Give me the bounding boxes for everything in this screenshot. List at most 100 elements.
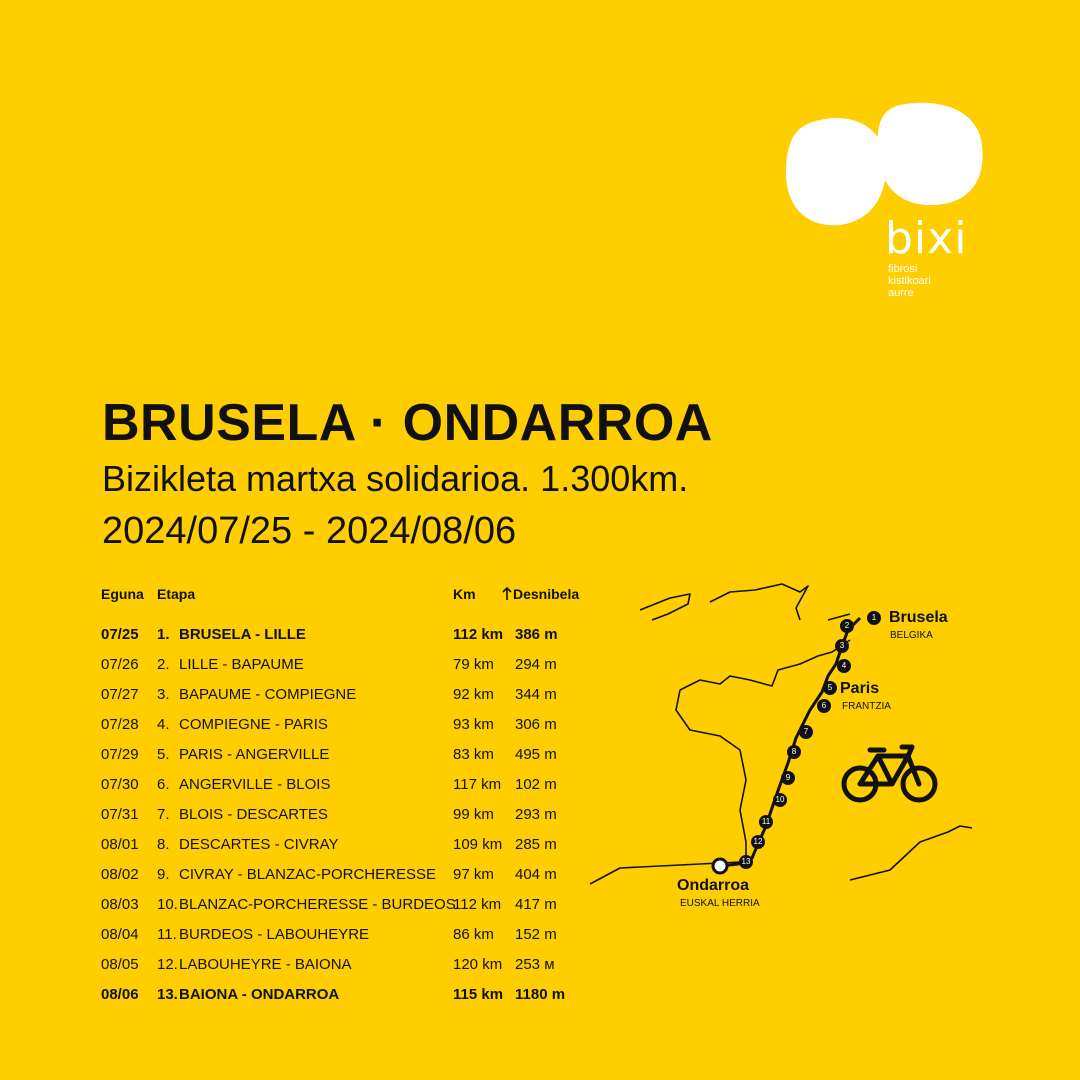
row-date: 08/06 bbox=[101, 986, 139, 1003]
row-km: 93 km bbox=[453, 716, 494, 733]
row-date: 08/02 bbox=[101, 866, 139, 883]
row-elevation: 404 m bbox=[515, 866, 557, 883]
row-elevation: 344 m bbox=[515, 686, 557, 703]
row-date: 08/03 bbox=[101, 896, 139, 913]
row-number: 6. bbox=[157, 776, 170, 793]
table-row: 08/02 9. CIVRAY - BLANZAC-PORCHERESSE 97 km… bbox=[101, 860, 601, 890]
header-day: Eguna bbox=[101, 586, 144, 602]
row-number: 10. bbox=[157, 896, 178, 913]
route-stop-marker: 12 bbox=[751, 835, 765, 849]
row-elevation: 102 m bbox=[515, 776, 557, 793]
route-map: 1 2 3 4 5 6 7 8 9 10 11 12 13 Brusela BELGIKA Paris … bbox=[560, 580, 980, 940]
row-date: 07/25 bbox=[101, 626, 139, 643]
row-number: 2. bbox=[157, 656, 170, 673]
logo-tagline-line: fibrosi bbox=[888, 263, 918, 275]
place-brusela: Brusela bbox=[889, 609, 948, 626]
row-km: 99 km bbox=[453, 806, 494, 823]
row-date: 07/27 bbox=[101, 686, 139, 703]
row-km: 97 km bbox=[453, 866, 494, 883]
row-km: 117 km bbox=[453, 776, 502, 793]
row-date: 08/01 bbox=[101, 836, 139, 853]
row-date: 07/28 bbox=[101, 716, 139, 733]
row-elevation: 293 m bbox=[515, 806, 557, 823]
row-date: 08/05 bbox=[101, 956, 139, 973]
row-date: 07/29 bbox=[101, 746, 139, 763]
row-date: 07/31 bbox=[101, 806, 139, 823]
row-stage: BAIONA - ONDARROA bbox=[179, 986, 340, 1003]
place-belgika: BELGIKA bbox=[890, 630, 933, 641]
row-km: 112 km bbox=[453, 896, 502, 913]
row-elevation: 495 m bbox=[515, 746, 557, 763]
route-stop-marker: 1 bbox=[867, 611, 881, 625]
row-elevation: 417 m bbox=[515, 896, 557, 913]
row-number: 9. bbox=[157, 866, 170, 883]
row-stage: COMPIEGNE - PARIS bbox=[179, 716, 328, 733]
table-row: 08/05 12. LABOUHEYRE - BAIONA 120 km 253 м bbox=[101, 950, 601, 980]
row-date: 07/30 bbox=[101, 776, 139, 793]
row-number: 11. bbox=[157, 926, 177, 943]
table-row: 07/25 1. BRUSELA - LILLE 112 km 386 m bbox=[101, 620, 601, 650]
route-stop-marker: 10 bbox=[773, 793, 787, 807]
row-elevation: 386 m bbox=[515, 626, 558, 643]
logo-wordmark: bixi bbox=[885, 213, 968, 264]
row-number: 12. bbox=[157, 956, 178, 973]
route-stop-marker: 3 bbox=[835, 639, 849, 653]
table-row: 07/30 6. ANGERVILLE - BLOIS 117 km 102 m bbox=[101, 770, 601, 800]
row-km: 120 km bbox=[453, 956, 503, 973]
table-row: 08/01 8. DESCARTES - CIVRAY 109 km 285 m bbox=[101, 830, 601, 860]
table-row: 07/26 2. LILLE - BAPAUME 79 km 294 m bbox=[101, 650, 601, 680]
row-stage: BLOIS - DESCARTES bbox=[179, 806, 328, 823]
table-header: Eguna Etapa Km Desnibela bbox=[101, 586, 601, 608]
row-km: 115 km bbox=[453, 986, 504, 1003]
logo-blobs-icon bbox=[785, 102, 983, 226]
row-km: 92 km bbox=[453, 686, 494, 703]
row-km: 86 km bbox=[453, 926, 494, 943]
place-paris: Paris bbox=[840, 680, 880, 697]
row-stage: BLANZAC-PORCHERESSE - BURDEOS bbox=[179, 896, 456, 913]
row-km: 79 km bbox=[453, 656, 494, 673]
row-stage: LILLE - BAPAUME bbox=[179, 656, 304, 673]
route-stop-marker: 5 bbox=[823, 681, 837, 695]
place-euskal-herria: EUSKAL HERRIA bbox=[680, 898, 760, 909]
table-body: 07/25 1. BRUSELA - LILLE 112 km 386 m 07/26 2.… bbox=[101, 620, 601, 1010]
row-km: 109 km bbox=[453, 836, 503, 853]
row-number: 1. bbox=[157, 626, 170, 643]
row-date: 07/26 bbox=[101, 656, 139, 673]
row-stage: BAPAUME - COMPIEGNE bbox=[179, 686, 357, 703]
table-row: 08/06 13. BAIONA - ONDARROA 115 km 1180 m bbox=[101, 980, 601, 1010]
row-stage: BRUSELA - LILLE bbox=[179, 626, 306, 643]
route-stop-marker: 9 bbox=[781, 771, 795, 785]
row-stage: LABOUHEYRE - BAIONA bbox=[179, 956, 352, 973]
place-frantzia: FRANTZIA bbox=[842, 701, 891, 712]
logo-tagline: fibrosi kistikoari aurre bbox=[888, 263, 931, 299]
route-stop-marker: 6 bbox=[817, 699, 831, 713]
row-km: 83 km bbox=[453, 746, 494, 763]
row-elevation: 253 м bbox=[515, 956, 555, 973]
route-stop-marker: 8 bbox=[787, 745, 801, 759]
table-row: 08/03 10. BLANZAC-PORCHERESSE - BURDEOS 112… bbox=[101, 890, 601, 920]
page-title: BRUSELA · ONDARROA bbox=[102, 394, 713, 452]
row-elevation: 1180 m bbox=[515, 986, 566, 1003]
logo-tagline-line: aurre bbox=[888, 287, 914, 299]
row-number: 4. bbox=[157, 716, 170, 733]
row-stage: PARIS - ANGERVILLE bbox=[179, 746, 330, 763]
row-elevation: 152 m bbox=[515, 926, 557, 943]
row-number: 8. bbox=[157, 836, 170, 853]
page-subtitle: Bizikleta martxa solidarioa. 1.300km. bbox=[102, 458, 689, 499]
route-stop-marker: 2 bbox=[840, 619, 854, 633]
row-elevation: 285 m bbox=[515, 836, 557, 853]
bicycle-icon bbox=[841, 744, 938, 803]
row-stage: CIVRAY - BLANZAC-PORCHERESSE bbox=[179, 866, 436, 883]
row-stage: ANGERVILLE - BLOIS bbox=[179, 776, 331, 793]
place-ondarroa: Ondarroa bbox=[677, 877, 750, 894]
route-stop-marker: 11 bbox=[759, 815, 773, 829]
header-elevation: Desnibela bbox=[501, 586, 579, 602]
row-number: 7. bbox=[157, 806, 170, 823]
stages-table: Eguna Etapa Km Desnibela 07/25 1. BRUSELA … bbox=[101, 586, 601, 1003]
row-number: 13. bbox=[157, 986, 178, 1003]
bixi-logo: bixi fibrosi kistikoari aurre bbox=[780, 95, 990, 315]
table-row: 07/31 7. BLOIS - DESCARTES 99 km 293 m bbox=[101, 800, 601, 830]
route-stop-marker: 4 bbox=[837, 659, 851, 673]
row-date: 08/04 bbox=[101, 926, 139, 943]
row-number: 5. bbox=[157, 746, 170, 763]
